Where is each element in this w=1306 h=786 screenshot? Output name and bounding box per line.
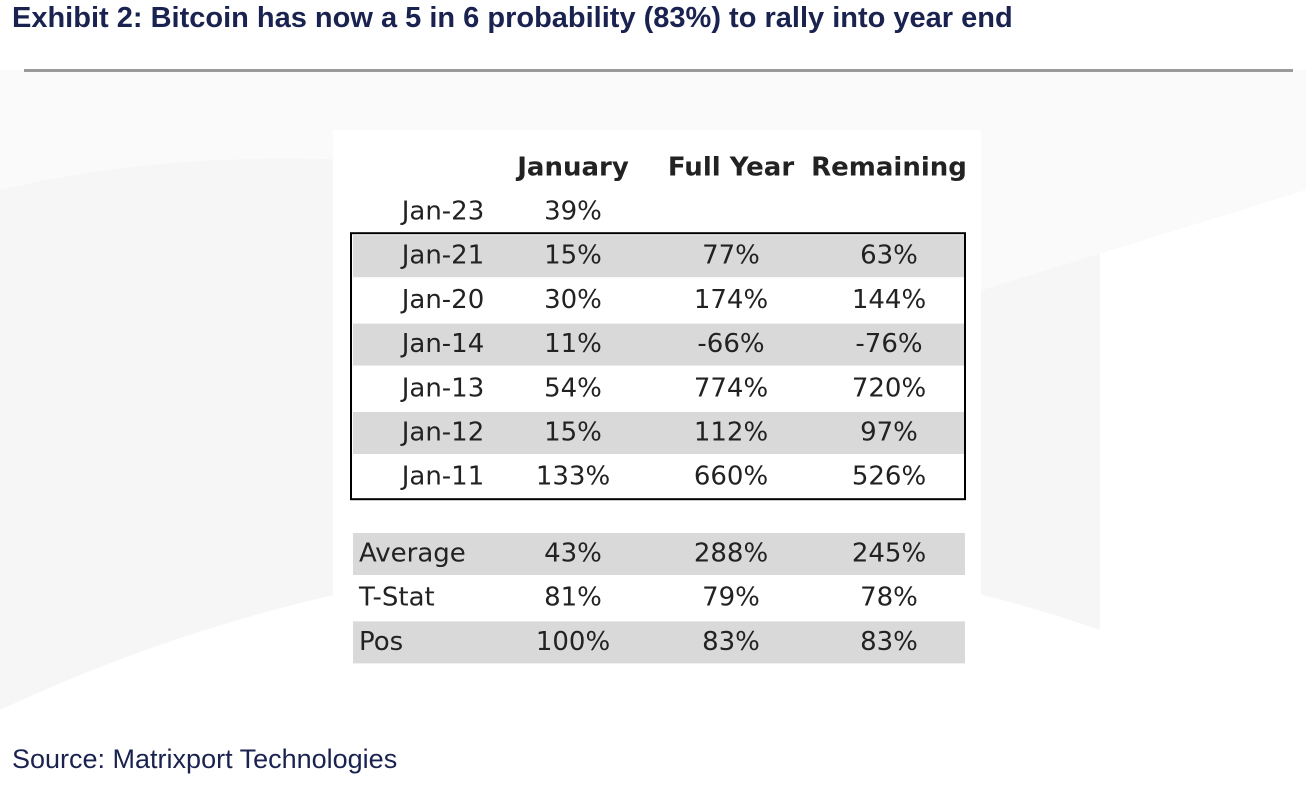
table-cell: 526% [852, 462, 926, 492]
summary-row-shade [353, 533, 965, 575]
row-label: Jan-23 [400, 197, 485, 227]
summary-cell: 78% [860, 583, 918, 613]
table-cell: 97% [860, 418, 918, 448]
summary-label: Pos [359, 627, 403, 657]
summary-cell: 83% [860, 627, 918, 657]
table-cell: 174% [694, 285, 768, 315]
table-cell: -66% [697, 329, 764, 359]
row-label: Jan-20 [400, 285, 485, 315]
table-cell: 774% [694, 373, 768, 403]
column-header: January [515, 153, 629, 183]
summary-cell: 83% [702, 627, 760, 657]
table-cell: 133% [536, 462, 610, 492]
returns-table: January Full Year Remaining Jan-23 39% Jan-21… [350, 153, 967, 664]
table-cell: 660% [694, 462, 768, 492]
table-border [350, 232, 966, 501]
summary-row-shade [353, 621, 965, 664]
table-cell: 112% [694, 418, 768, 448]
row-label: Jan-12 [400, 418, 485, 448]
table-cell: 15% [544, 241, 602, 271]
table-cell: 720% [852, 373, 926, 403]
row-label: Jan-13 [400, 373, 485, 403]
summary-cell: 100% [536, 627, 610, 657]
row-label: Jan-21 [400, 241, 485, 271]
table-cell: 39% [544, 197, 602, 227]
summary-cell: 245% [852, 539, 926, 569]
title-divider [24, 69, 1293, 72]
table-cell: 15% [544, 418, 602, 448]
table-panel: January Full Year Remaining Jan-23 39% Jan-21… [333, 130, 981, 682]
table-cell: 54% [544, 373, 602, 403]
table-cell: -76% [855, 329, 922, 359]
table-cell: 11% [544, 329, 602, 359]
exhibit-title: Exhibit 2: Bitcoin has now a 5 in 6 prob… [12, 2, 1013, 34]
table-cell: 30% [544, 285, 602, 315]
column-header: Remaining [811, 153, 967, 183]
summary-cell: 79% [702, 583, 760, 613]
row-label: Jan-14 [400, 329, 485, 359]
row-shade [353, 323, 965, 366]
column-header: Full Year [668, 153, 794, 183]
row-shade [353, 412, 965, 454]
summary-label: T-Stat [358, 583, 435, 613]
summary-cell: 81% [544, 583, 602, 613]
summary-cell: 288% [694, 539, 768, 569]
row-shade [353, 235, 965, 278]
row-label: Jan-11 [400, 462, 485, 492]
source-note: Source: Matrixport Technologies [12, 744, 398, 774]
summary-cell: 43% [544, 539, 602, 569]
table-cell: 63% [860, 241, 918, 271]
summary-label: Average [359, 539, 466, 569]
table-cell: 77% [702, 241, 760, 271]
table-cell: 144% [852, 285, 926, 315]
